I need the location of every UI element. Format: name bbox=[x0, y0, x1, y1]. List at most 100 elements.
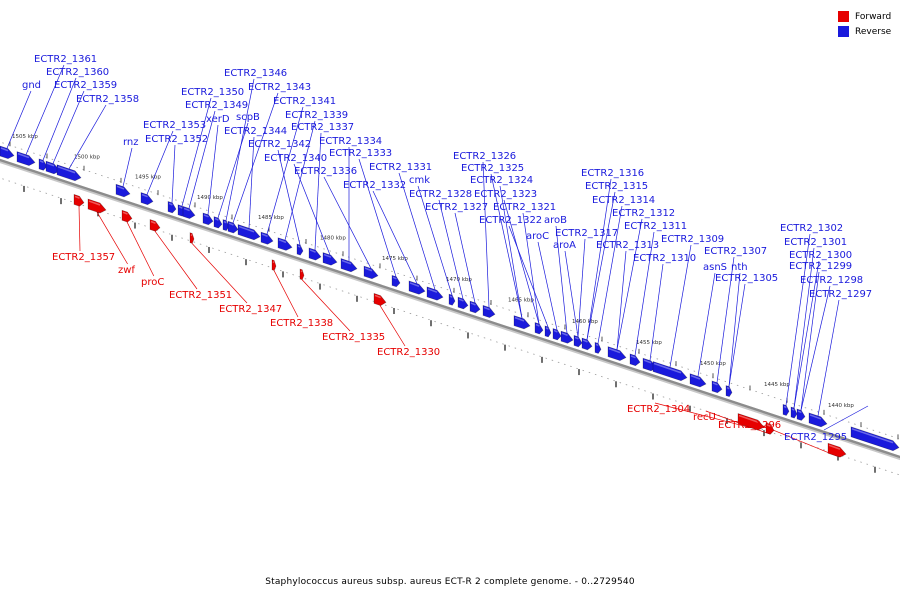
reverse-leader-line bbox=[577, 238, 586, 337]
reverse-gene-arrow bbox=[573, 335, 583, 348]
reverse-leader-line bbox=[522, 212, 540, 324]
reverse-gene-label: ECTR2_1313 bbox=[596, 240, 659, 251]
reverse-gene-arrow-shine bbox=[791, 408, 795, 411]
reverse-gene-label: ECTR2_1295 bbox=[784, 432, 847, 443]
forward-leader-line bbox=[379, 305, 406, 347]
forward-gene-arrow-shine bbox=[272, 261, 275, 264]
reverse-gene-arrow-body bbox=[552, 328, 562, 341]
reverse-leader-line bbox=[586, 178, 612, 340]
reverse-leader-line bbox=[266, 106, 304, 235]
reverse-leader-line bbox=[188, 110, 216, 209]
forward-gene-arrow-shine bbox=[150, 220, 156, 225]
reverse-gene-arrow-body bbox=[808, 412, 828, 428]
reverse-gene-arrow-shine bbox=[203, 214, 209, 218]
reverse-gene-label: ECTR2_1344 bbox=[224, 126, 287, 137]
forward-gene-arrow bbox=[189, 232, 195, 244]
reverse-gene-arrow-shine bbox=[223, 220, 227, 224]
reverse-gene-arrow bbox=[213, 216, 223, 229]
reverse-gene-label: ECTR2_1337 bbox=[291, 122, 354, 133]
reverse-gene-arrow bbox=[202, 212, 214, 226]
reverse-gene-label: ECTR2_1353 bbox=[143, 120, 206, 131]
reverse-gene-arrow-body bbox=[725, 385, 733, 398]
lower-scale-track bbox=[0, 177, 900, 476]
reverse-gene-arrow-body bbox=[227, 220, 239, 234]
reverse-gene-label: xerD bbox=[206, 114, 230, 125]
reverse-gene-arrow-body bbox=[581, 337, 593, 351]
forward-gene-label: ECTR2_1330 bbox=[377, 347, 440, 358]
reverse-gene-arrow-shine bbox=[653, 362, 682, 374]
reverse-leader-line bbox=[555, 225, 568, 334]
reverse-gene-arrow bbox=[391, 274, 401, 288]
reverse-gene-arrow-body bbox=[115, 183, 131, 198]
reverse-gene-label: ECTR2_1307 bbox=[704, 246, 767, 257]
reverse-gene-label: ECTR2_1361 bbox=[34, 54, 97, 65]
reverse-gene-arrow-shine bbox=[783, 405, 787, 409]
upper-scale-track bbox=[0, 141, 900, 440]
reverse-gene-arrow bbox=[652, 361, 688, 382]
reverse-gene-arrow-shine bbox=[141, 193, 148, 198]
forward-gene-label: zwf bbox=[118, 265, 135, 276]
reverse-gene-arrow-shine bbox=[168, 202, 173, 206]
reverse-gene-arrow-body bbox=[426, 286, 444, 301]
reverse-gene-arrow bbox=[796, 408, 806, 421]
reverse-leader-line bbox=[277, 149, 301, 246]
forward-gene-arrow-body bbox=[189, 232, 195, 244]
reverse-gene-arrow-shine bbox=[261, 233, 268, 238]
forward-gene-arrow bbox=[299, 268, 305, 281]
reverse-gene-arrow bbox=[167, 201, 177, 214]
reverse-gene-label: ECTR2_1312 bbox=[612, 208, 675, 219]
forward-leader-line bbox=[154, 230, 198, 290]
reverse-leader-line bbox=[181, 97, 212, 207]
reverse-leader-line bbox=[586, 191, 616, 340]
reverse-gene-arrow-body bbox=[340, 258, 358, 273]
reverse-gene-arrow-body bbox=[277, 237, 293, 251]
reverse-leader-line bbox=[217, 122, 249, 219]
reverse-leader-line bbox=[728, 272, 741, 387]
reverse-gene-arrow bbox=[790, 406, 798, 419]
reverse-leader-line bbox=[293, 163, 331, 256]
reverse-gene-label: ECTR2_1309 bbox=[661, 234, 724, 245]
reverse-gene-label: ECTR2_1324 bbox=[470, 175, 533, 186]
reverse-leader-line bbox=[284, 120, 316, 241]
reverse-gene-arrow-body bbox=[0, 145, 15, 159]
reverse-gene-arrow-shine bbox=[574, 336, 579, 340]
reverse-gene-arrow bbox=[296, 243, 304, 256]
forward-gene-arrow-body bbox=[765, 422, 775, 435]
reverse-gene-arrow bbox=[56, 164, 82, 182]
reverse-leader-line bbox=[225, 78, 255, 221]
reverse-gene-label: rnz bbox=[123, 137, 139, 148]
reverse-gene-arrow-shine bbox=[514, 316, 525, 322]
reverse-leader-line bbox=[817, 299, 840, 417]
reverse-gene-label: ECTR2_1321 bbox=[493, 202, 556, 213]
reverse-gene-arrow-shine bbox=[797, 410, 802, 414]
reverse-leader-line bbox=[358, 158, 397, 277]
reverse-gene-arrow bbox=[308, 247, 322, 261]
reverse-gene-arrow-shine bbox=[341, 259, 352, 265]
reverse-gene-label: ECTR2_1342 bbox=[248, 139, 311, 150]
reverse-gene-arrow-shine bbox=[809, 414, 822, 420]
reverse-gene-arrow-shine bbox=[178, 206, 183, 209]
reverse-gene-label: aroC bbox=[526, 231, 549, 242]
reverse-gene-label: gnd bbox=[22, 80, 41, 91]
reverse-gene-arrow-body bbox=[782, 403, 790, 416]
forward-gene-label: ECTR2_1338 bbox=[270, 318, 333, 329]
reverse-gene-arrow-shine bbox=[726, 386, 730, 390]
reverse-gene-arrow-body bbox=[16, 151, 36, 166]
reverse-gene-label: ECTR2_1323 bbox=[474, 189, 537, 200]
reverse-gene-arrow-body bbox=[457, 296, 469, 310]
reverse-gene-arrow bbox=[544, 325, 552, 338]
reverse-gene-arrow-shine bbox=[690, 374, 701, 380]
reverse-gene-arrow-body bbox=[448, 293, 456, 306]
legend-label-forward: Forward bbox=[855, 11, 892, 22]
reverse-gene-label: asnS bbox=[703, 262, 727, 273]
reverse-gene-arrow-body bbox=[222, 219, 230, 232]
forward-gene-arrow-shine bbox=[828, 444, 841, 450]
reverse-gene-label: ECTR2_1298 bbox=[800, 275, 863, 286]
reverse-leader-line bbox=[52, 90, 85, 164]
reverse-gene-arrow-body bbox=[308, 247, 322, 261]
forward-gene-label: ECTR2_1296 bbox=[718, 420, 781, 431]
forward-gene-arrow-body bbox=[121, 209, 133, 223]
reverse-gene-label: cmk bbox=[409, 175, 430, 186]
forward-gene-label: ECTR2_1347 bbox=[219, 304, 282, 315]
leader-lines bbox=[6, 64, 869, 457]
